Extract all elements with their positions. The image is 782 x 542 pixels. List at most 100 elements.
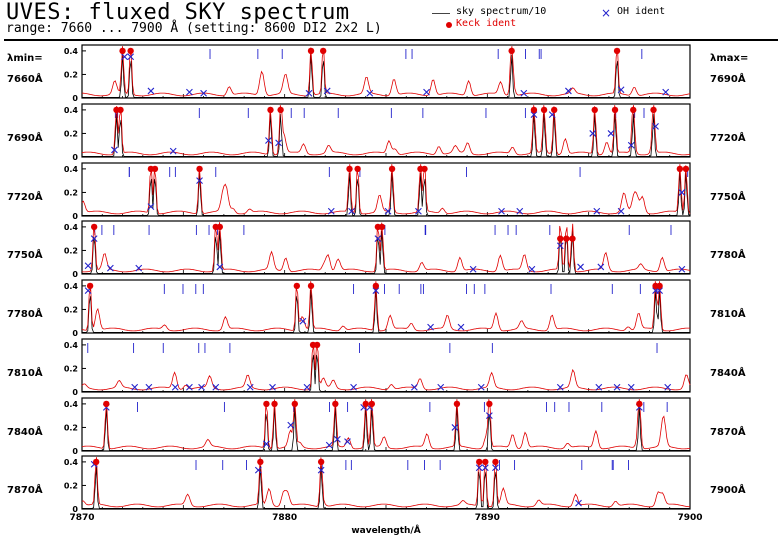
keck-ident-marker — [636, 400, 643, 408]
y-tick-label: 0 — [72, 212, 78, 221]
keck-ident-marker — [453, 400, 461, 408]
oh-ident-marker — [613, 383, 621, 391]
keck-ident-marker — [540, 106, 548, 114]
oh-ident-marker — [516, 207, 524, 215]
x-tick-label: 7890 — [475, 513, 500, 523]
oh-ident-marker — [196, 177, 203, 185]
panel-min-label: 7660Å — [7, 72, 43, 85]
oh-ident-marker — [415, 207, 422, 215]
keck-ident-marker — [557, 235, 564, 242]
oh-ident-marker — [577, 263, 584, 271]
oh-ident-marker — [617, 86, 625, 94]
oh-ident-marker — [597, 263, 605, 271]
oh-ident-marker — [451, 424, 459, 431]
sky-spectrum-line — [82, 52, 690, 98]
oh-ident-marker — [374, 235, 382, 243]
model-spectrum-line — [81, 164, 691, 215]
panel-min-label: 7690Å — [7, 131, 43, 144]
oh-ident-marker — [90, 235, 98, 243]
lambda-max-label: λmax= — [710, 53, 749, 64]
oh-ident-marker — [556, 383, 564, 391]
y-tick-label: 0 — [72, 94, 78, 103]
oh-ident-marker — [317, 466, 325, 474]
sky-spectrum-line — [82, 230, 690, 275]
legend-keck-label: Keck ident — [456, 18, 517, 29]
oh-ident-marker — [469, 265, 477, 273]
oh-ident-marker — [186, 88, 193, 96]
y-tick-label: 0.4 — [64, 47, 79, 56]
keck-ident-marker — [307, 282, 315, 290]
keck-ident-marker — [508, 47, 515, 55]
oh-ident-marker — [485, 412, 493, 420]
oh-ident-marker — [344, 438, 351, 445]
oh-ident-marker — [287, 421, 295, 429]
oh-ident-marker — [169, 147, 177, 155]
panel-frame — [81, 455, 691, 510]
oh-ident-marker — [269, 383, 276, 391]
title-rule — [4, 39, 778, 41]
keck-ident-marker — [492, 458, 499, 466]
y-tick-label: 0 — [72, 329, 78, 338]
model-spectrum-line — [81, 105, 691, 156]
oh-ident-marker — [627, 383, 635, 391]
oh-ident-marker — [520, 89, 528, 97]
x-tick-label: 7900 — [677, 513, 702, 523]
panel-frame — [81, 279, 691, 334]
lambda-min-label: λmin= — [7, 53, 43, 64]
oh-ident-marker — [678, 265, 686, 273]
keck-ident-marker — [482, 458, 489, 466]
oh-ident-marker — [305, 89, 313, 97]
legend-sky-swatch — [432, 13, 450, 14]
keck-ident-marker — [117, 106, 124, 114]
panel-min-label: 7810Å — [7, 366, 43, 379]
oh-ident-marker — [246, 383, 254, 391]
y-tick-label: 0.2 — [64, 305, 78, 314]
keck-ident-marker — [332, 400, 339, 408]
oh-ident-marker — [427, 323, 434, 331]
oh-ident-marker — [263, 440, 270, 448]
keck-ident-marker — [317, 458, 325, 466]
x-tick-label: 7870 — [69, 513, 94, 523]
sky-spectrum-line — [82, 170, 691, 216]
panel-frame — [81, 220, 691, 275]
oh-ident-marker — [135, 264, 143, 272]
oh-ident-marker — [477, 383, 485, 391]
keck-ident-marker — [151, 165, 159, 173]
keck-ident-marker — [127, 47, 134, 55]
oh-ident-marker — [662, 88, 670, 96]
panel-max-label: 7810Å — [710, 307, 746, 320]
chart-title: UVES: fluxed SKY spectrum — [6, 0, 350, 25]
panel-min-label: 7750Å — [7, 248, 43, 261]
oh-ident-marker — [303, 383, 311, 391]
model-spectrum-line — [81, 46, 691, 97]
keck-ident-marker — [277, 106, 284, 114]
oh-ident-marker — [325, 441, 333, 449]
y-tick-label: 0.2 — [64, 481, 78, 490]
oh-ident-marker — [127, 53, 135, 61]
keck-ident-marker — [92, 458, 100, 466]
panel-max-label: 7750Å — [710, 190, 746, 203]
oh-ident-marker — [366, 89, 374, 97]
keck-ident-marker — [90, 223, 98, 231]
model-spectrum-line — [81, 399, 691, 450]
legend-oh-label: OH ident — [617, 6, 666, 17]
oh-ident-marker — [589, 130, 597, 137]
sky-spectrum-line — [82, 113, 690, 157]
oh-ident-marker — [327, 207, 335, 215]
oh-ident-marker — [528, 265, 536, 273]
keck-ident-marker — [346, 165, 353, 173]
keck-ident-marker — [530, 106, 538, 114]
oh-ident-marker — [106, 264, 114, 272]
y-tick-label: 0.4 — [64, 400, 79, 409]
oh-ident-marker — [595, 383, 603, 391]
oh-ident-marker — [131, 383, 139, 391]
keck-ident-marker — [611, 106, 619, 114]
keck-ident-marker — [476, 458, 483, 466]
keck-ident-marker — [378, 223, 386, 231]
keck-ident-marker — [569, 235, 576, 242]
oh-ident-marker — [145, 383, 153, 391]
oh-ident-marker — [556, 242, 564, 250]
keck-ident-marker — [319, 47, 327, 55]
sky-spectrum-line — [82, 465, 690, 509]
